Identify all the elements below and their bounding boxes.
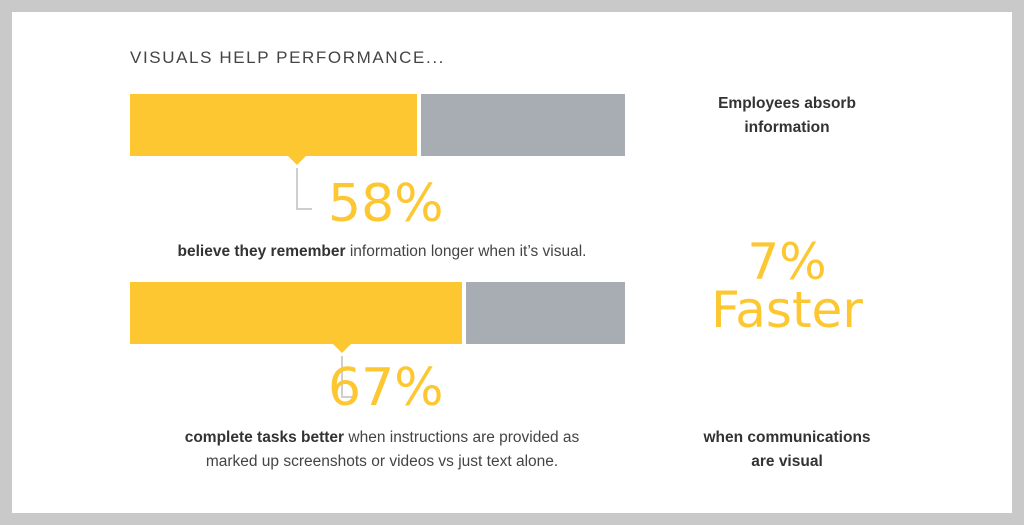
stat-bar-1	[130, 94, 625, 165]
bar-2-caption-bold: complete tasks better	[184, 429, 345, 446]
bar-1-caption: believe they remember information longer…	[12, 240, 752, 264]
side-bottom-line-1: when communications	[703, 429, 871, 446]
bar-2-caption: complete tasks better when instructions …	[12, 426, 752, 474]
side-big-stat: 7% Faster	[672, 233, 902, 339]
bar-1-remainder-segment	[421, 94, 625, 156]
bar-1-value-label: 58%	[328, 174, 444, 234]
side-big-word: Faster	[711, 281, 863, 339]
chart-title: VISUALS HELP PERFORMANCE...	[130, 48, 445, 67]
side-big-value: 7%	[747, 233, 827, 291]
bar-2-leader-horizontal	[341, 396, 357, 398]
bar-2-caption-line2: marked up screenshots or videos vs just …	[205, 453, 559, 470]
bar-1-leader-horizontal	[296, 208, 312, 210]
stat-bar-2	[130, 282, 625, 353]
side-bottom-line-2: are visual	[751, 453, 823, 470]
bar-2-filled-segment	[130, 282, 462, 344]
bar-2-caption-rest: when instructions are provided as	[344, 429, 580, 446]
bar-2-value-label: 67%	[328, 358, 444, 418]
side-top-line-1: Employees absorb	[718, 95, 856, 112]
side-top-text: Employees absorb information	[672, 92, 902, 140]
bar-1-caption-bold: believe they remember	[177, 243, 346, 260]
bar-1-pointer	[288, 156, 306, 165]
side-bottom-text: when communications are visual	[672, 426, 902, 474]
bar-1-filled-segment	[130, 94, 417, 156]
infographic-card: VISUALS HELP PERFORMANCE... 58% believe …	[12, 12, 1012, 513]
bar-1-caption-rest: information longer when it’s visual.	[345, 243, 587, 260]
bar-1-leader-vertical	[296, 168, 298, 210]
bar-2-pointer	[333, 344, 351, 353]
bar-2-remainder-segment	[466, 282, 625, 344]
bar-2-leader-vertical	[341, 356, 343, 398]
side-top-line-2: information	[744, 119, 830, 136]
